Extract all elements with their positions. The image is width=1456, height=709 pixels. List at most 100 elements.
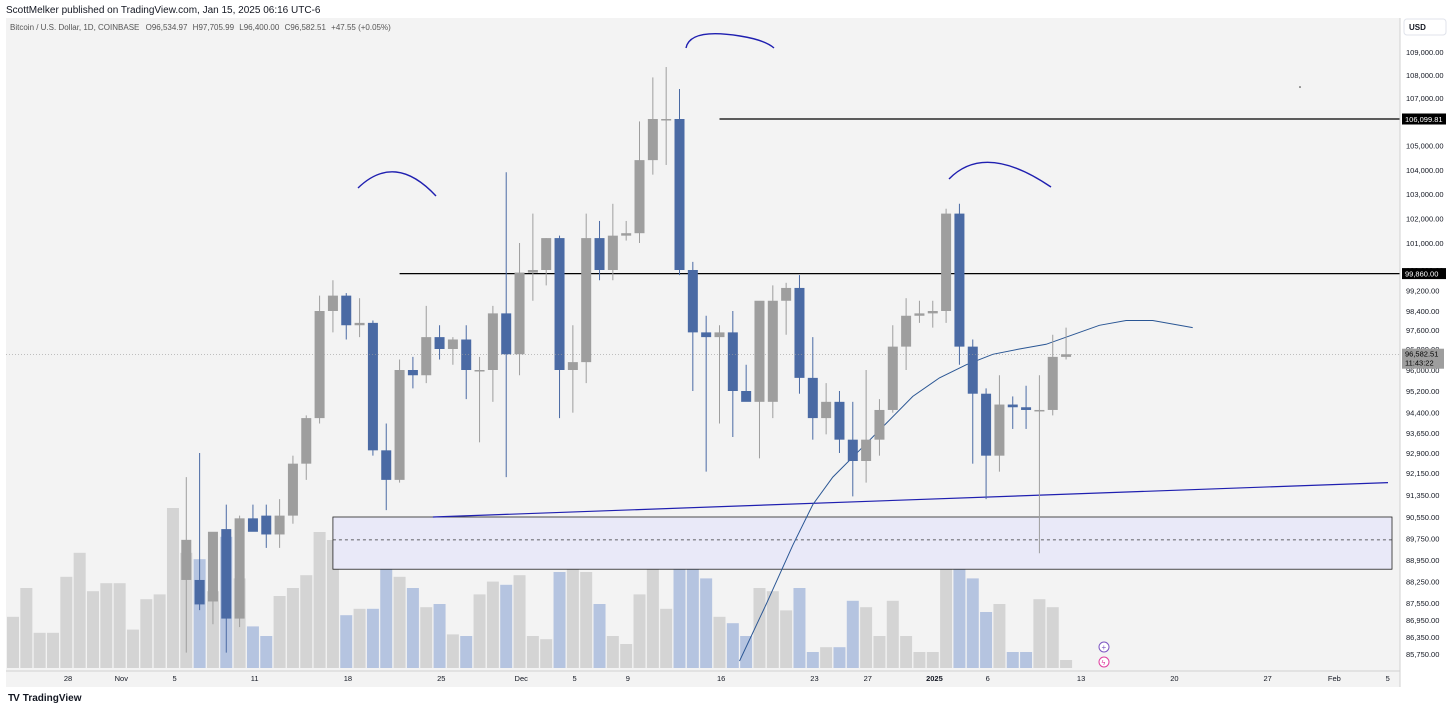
level-price-tag-value: 106,099.81 (1405, 115, 1443, 124)
candle-body (594, 238, 605, 270)
lightning-icon[interactable] (1098, 656, 1110, 668)
last-price-tag-value: 96,582.51 (1405, 350, 1438, 359)
level-price-tag-value: 99,860.00 (1405, 270, 1438, 279)
volume-bar (753, 588, 766, 668)
candle-body (661, 119, 672, 121)
volume-bar (366, 608, 379, 668)
candle-body (981, 393, 992, 456)
add-indicator-icon[interactable] (1098, 641, 1110, 653)
volume-bar (113, 583, 126, 668)
volume-bar (553, 572, 566, 668)
candle-body (381, 450, 392, 480)
candle-body (994, 404, 1005, 456)
drawing-lines (399, 118, 1400, 518)
volume-bar (620, 644, 633, 668)
x-tick-label: 6 (986, 674, 990, 683)
candle-body (714, 332, 725, 338)
candle-body (941, 213, 952, 311)
candle-body (394, 370, 405, 480)
y-tick-label: 96,000.00 (1406, 366, 1439, 375)
candle-body (581, 238, 592, 363)
x-tick-label: 23 (810, 674, 818, 683)
candle-body (874, 409, 885, 440)
volume-bar (940, 568, 953, 668)
y-tick-label: 102,000.00 (1406, 215, 1444, 224)
candle-body (1021, 407, 1032, 410)
volume-bar (60, 576, 73, 668)
y-tick-label: 95,200.00 (1406, 387, 1439, 396)
candle-body (367, 322, 378, 451)
volume-bar (900, 636, 913, 668)
volume-bar (1006, 652, 1019, 668)
volume-bar (633, 594, 646, 668)
candle-body (554, 238, 565, 370)
low-value: 96,400.00 (244, 23, 280, 32)
volume-bar (313, 532, 326, 668)
volume-bar (993, 604, 1006, 668)
candle-body (501, 313, 512, 355)
candle-body (861, 439, 872, 461)
volume-bar (7, 616, 19, 668)
y-tick-label: 85,750.00 (1406, 650, 1439, 659)
hand-drawn-arcs (357, 33, 1052, 197)
volume-bar (460, 636, 473, 668)
volume-bar (140, 599, 153, 668)
volume-bar (246, 626, 259, 668)
price-chart[interactable]: 109,000.00 108,000.00 107,000.00 105,000.00… (0, 0, 1456, 690)
currency-button[interactable]: USD (1403, 18, 1447, 36)
candle-body (181, 539, 192, 580)
volume-bar (780, 610, 793, 668)
volume-bar (300, 575, 313, 668)
x-tick-label: 20 (1170, 674, 1178, 683)
y-tick-label: 109,000.00 (1406, 48, 1444, 57)
close-value: 96,582.51 (290, 23, 326, 32)
x-tick-label: 9 (626, 674, 630, 683)
candle-body (514, 272, 525, 355)
candle-body (194, 579, 205, 605)
volume-bar (953, 559, 966, 668)
candle-body (794, 287, 805, 378)
y-tick-label: 105,000.00 (1406, 142, 1444, 151)
tradingview-brand[interactable]: TV TradingView (8, 693, 82, 704)
x-tick-label: 5 (1386, 674, 1390, 683)
candle-body (927, 311, 938, 314)
close-label: C (285, 23, 291, 32)
tradingview-logo-icon: TV (8, 693, 20, 704)
volume-bar (433, 604, 446, 668)
open-label: O (146, 23, 152, 32)
volume-bar (766, 591, 779, 668)
y-tick-label: 97,600.00 (1406, 326, 1439, 335)
high-label: H (193, 23, 199, 32)
candle-body (821, 401, 832, 419)
last-price-tag-countdown: 11:43:22 (1405, 359, 1434, 368)
y-tick-label: 94,400.00 (1406, 409, 1439, 418)
left-shoulder-arc (357, 171, 437, 197)
candle-body (247, 518, 258, 532)
x-tick-label: 18 (344, 674, 352, 683)
level-price-tag-bg (1402, 268, 1446, 280)
volume-bar (86, 591, 99, 668)
volume-bar (353, 608, 366, 668)
currency-label: USD (1409, 23, 1426, 32)
volume-bar (540, 639, 553, 668)
candle-body (421, 337, 432, 376)
x-tick-label: 5 (572, 674, 576, 683)
y-tick-label: 92,150.00 (1406, 469, 1439, 478)
candle-body (301, 418, 312, 464)
x-tick-label: 13 (1077, 674, 1085, 683)
bolt-glyph: ϟ (1102, 660, 1106, 667)
x-tick-label: Nov (115, 674, 129, 683)
volume-bar (393, 576, 406, 668)
candle-body (407, 370, 418, 376)
volume-bar (153, 594, 166, 668)
candle-body (1007, 404, 1018, 408)
x-tick-label: 27 (864, 674, 872, 683)
volume-bar (846, 600, 859, 668)
volume-bar (700, 578, 713, 668)
volume-bar (646, 559, 659, 668)
candle-body (287, 463, 298, 516)
volume-bar (926, 652, 939, 668)
volume-bar (606, 636, 619, 668)
volume-bar (326, 540, 339, 668)
